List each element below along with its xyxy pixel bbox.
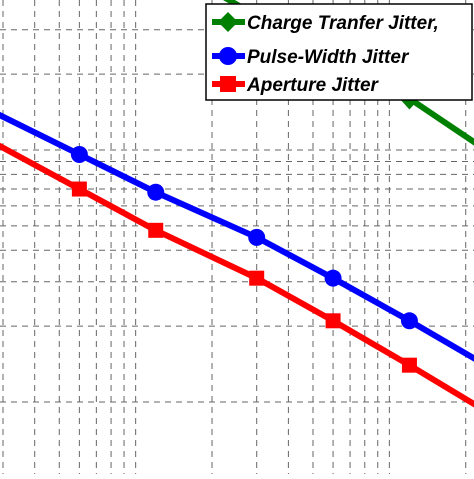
data-point-circle: [324, 269, 342, 287]
legend-circle-marker-icon: [219, 47, 237, 65]
legend-entry-charge-transfer: Charge Tranfer Jitter,: [212, 12, 439, 34]
data-point-square: [401, 357, 417, 373]
data-point-circle: [147, 183, 165, 201]
legend-box: [205, 3, 473, 101]
data-point-square: [325, 313, 341, 329]
legend-diamond-marker-icon: [218, 12, 238, 32]
legend-label-pulse-width: Pulse-Width Jitter: [247, 47, 410, 68]
series-pulse-width: [0, 111, 474, 362]
legend-entry-aperture: Aperture Jitter: [212, 75, 380, 96]
series-line-aperture: [0, 142, 474, 408]
legend-label-aperture: Aperture Jitter: [246, 75, 380, 96]
legend-square-marker-icon: [220, 76, 236, 92]
data-point-square: [148, 222, 164, 238]
series-line-pulse-width: [0, 111, 474, 362]
data-point-square: [71, 181, 87, 197]
legend: Charge Tranfer Jitter, Pulse-Width Jitte…: [205, 3, 473, 101]
data-point-circle: [400, 312, 418, 330]
data-point-square: [249, 270, 265, 286]
series-aperture: [0, 142, 474, 408]
data-point-circle: [70, 145, 88, 163]
data-point-circle: [248, 228, 266, 246]
legend-label-charge-transfer: Charge Tranfer Jitter,: [247, 13, 439, 34]
legend-entry-pulse-width: Pulse-Width Jitter: [212, 47, 410, 68]
